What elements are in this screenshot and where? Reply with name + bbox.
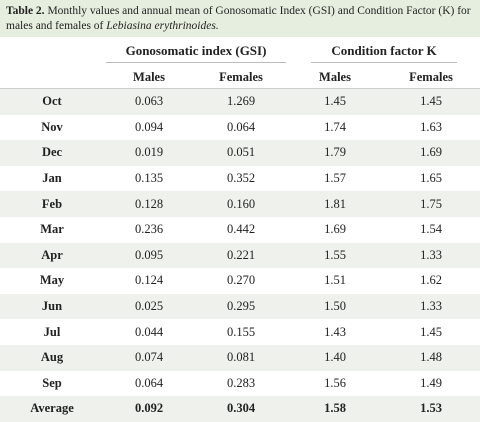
row-label: Sep (42, 375, 62, 390)
cell: 0.081 (194, 344, 288, 371)
cell: 1.69 (324, 222, 346, 237)
cell: 0.270 (226, 273, 256, 288)
cell: 1.65 (420, 171, 442, 186)
table-row: Sep 0.064 0.283 1.56 1.49 (0, 371, 480, 397)
table-row: Average 0.092 0.304 1.58 1.53 (0, 396, 480, 422)
cell: 1.45 (420, 324, 442, 339)
cell: 0.236 (134, 222, 164, 237)
cell: 1.58 (288, 396, 382, 422)
cell: 0.155 (226, 324, 256, 339)
cell: 0.064 (134, 375, 164, 390)
data-table: Gonosomatic index (GSI) Condition factor… (0, 37, 480, 422)
cell: 1.45 (382, 88, 480, 115)
cell: 0.304 (194, 396, 288, 422)
cell: 0.094 (134, 119, 164, 134)
group-header: Condition factor K (288, 37, 480, 66)
cell: 1.33 (382, 242, 480, 269)
row-label: Jan (42, 171, 62, 186)
table-row: Apr 0.095 0.221 1.55 1.33 (0, 242, 480, 269)
cell: 1.75 (382, 191, 480, 217)
cell: 1.56 (324, 375, 346, 390)
cell: 0.044 (134, 324, 164, 339)
cell: 0.442 (226, 222, 256, 237)
cell: 1.33 (382, 293, 480, 320)
caption-species: Lebiasina erythrinoides. (106, 20, 219, 32)
column-header: Males (288, 66, 382, 89)
cell: 1.79 (288, 140, 382, 166)
row-label: Average (0, 396, 104, 422)
column-header: Females (382, 66, 480, 89)
cell: 1.57 (324, 171, 346, 186)
cell: 0.352 (226, 171, 256, 186)
caption: Table 2. Monthly values and annual mean … (0, 0, 480, 37)
cell: 1.50 (288, 293, 382, 320)
cell: 1.69 (382, 140, 480, 166)
column-header: Males (104, 66, 194, 89)
cell: 0.051 (194, 140, 288, 166)
cell: 0.025 (104, 293, 194, 320)
cell: 1.49 (420, 375, 442, 390)
cell: 0.095 (104, 242, 194, 269)
corner (0, 37, 104, 66)
cell: 1.43 (324, 324, 346, 339)
cell: 0.124 (134, 273, 164, 288)
table-row: Nov 0.094 0.064 1.74 1.63 (0, 115, 480, 141)
group-header: Gonosomatic index (GSI) (104, 37, 288, 66)
caption-label: Table 2. (6, 5, 45, 17)
cell: 0.064 (226, 119, 256, 134)
table-row: Mar 0.236 0.442 1.69 1.54 (0, 217, 480, 243)
cell: 1.51 (324, 273, 346, 288)
column-header: Females (194, 66, 288, 89)
cell: 1.269 (194, 88, 288, 115)
row-label: Oct (0, 88, 104, 115)
cell: 1.81 (288, 191, 382, 217)
table-row: Aug 0.074 0.081 1.40 1.48 (0, 344, 480, 371)
cell: 1.55 (288, 242, 382, 269)
cell: 0.128 (104, 191, 194, 217)
row-label: Dec (0, 140, 104, 166)
row-label: Nov (41, 119, 63, 134)
cell: 0.092 (104, 396, 194, 422)
table-row: Dec 0.019 0.051 1.79 1.69 (0, 140, 480, 166)
table-row: Jan 0.135 0.352 1.57 1.65 (0, 166, 480, 192)
corner (0, 66, 104, 89)
cell: 0.295 (194, 293, 288, 320)
table-row: May 0.124 0.270 1.51 1.62 (0, 268, 480, 294)
table-row: Jun 0.025 0.295 1.50 1.33 (0, 293, 480, 320)
row-label: Jul (43, 324, 61, 339)
group-header-text: Condition factor K (311, 43, 457, 63)
caption-text: Monthly values and annual mean of Gonoso… (6, 5, 471, 32)
table-row: Feb 0.128 0.160 1.81 1.75 (0, 191, 480, 217)
cell: 1.63 (420, 119, 442, 134)
row-label: Apr (0, 242, 104, 269)
row-label: Feb (0, 191, 104, 217)
cell: 1.45 (288, 88, 382, 115)
row-label: Mar (40, 222, 64, 237)
row-label: Jun (0, 293, 104, 320)
table-row: Jul 0.044 0.155 1.43 1.45 (0, 319, 480, 345)
row-label: May (39, 273, 65, 288)
cell: 1.74 (324, 119, 346, 134)
cell: 1.48 (382, 344, 480, 371)
cell: 1.40 (288, 344, 382, 371)
cell: 1.62 (420, 273, 442, 288)
table-row: Oct 0.063 1.269 1.45 1.45 (0, 88, 480, 115)
cell: 0.221 (194, 242, 288, 269)
cell: 0.019 (104, 140, 194, 166)
cell: 0.283 (226, 375, 256, 390)
cell: 1.53 (382, 396, 480, 422)
cell: 0.063 (104, 88, 194, 115)
cell: 1.54 (420, 222, 442, 237)
cell: 0.160 (194, 191, 288, 217)
cell: 0.135 (134, 171, 164, 186)
row-label: Aug (0, 344, 104, 371)
group-header-text: Gonosomatic index (GSI) (105, 43, 287, 63)
cell: 0.074 (104, 344, 194, 371)
